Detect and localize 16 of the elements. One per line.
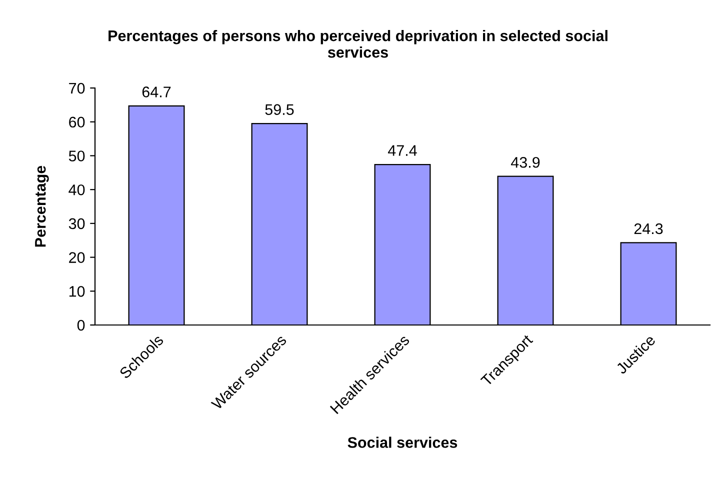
data-label: 43.9 <box>510 156 540 168</box>
y-tick-label: 50 <box>68 150 85 162</box>
data-label: 64.7 <box>142 86 171 98</box>
y-tick-label: 40 <box>68 184 85 196</box>
x-axis-title: Social services <box>348 436 458 448</box>
y-tick-label: 0 <box>77 320 85 331</box>
y-tick-label: 70 <box>69 82 85 94</box>
data-label: 24.3 <box>634 223 663 234</box>
y-tick-label: 60 <box>69 116 85 128</box>
data-label: 59.5 <box>265 104 294 115</box>
chart-title: Percentages of persons who perceived deprivation in selected social services <box>108 30 608 58</box>
y-axis-title: Percentage <box>35 166 49 247</box>
y-tick-label: 10 <box>69 286 85 297</box>
y-tick-label: 30 <box>68 218 85 230</box>
data-label: 47.4 <box>388 145 417 156</box>
y-tick-label: 20 <box>69 252 85 263</box>
